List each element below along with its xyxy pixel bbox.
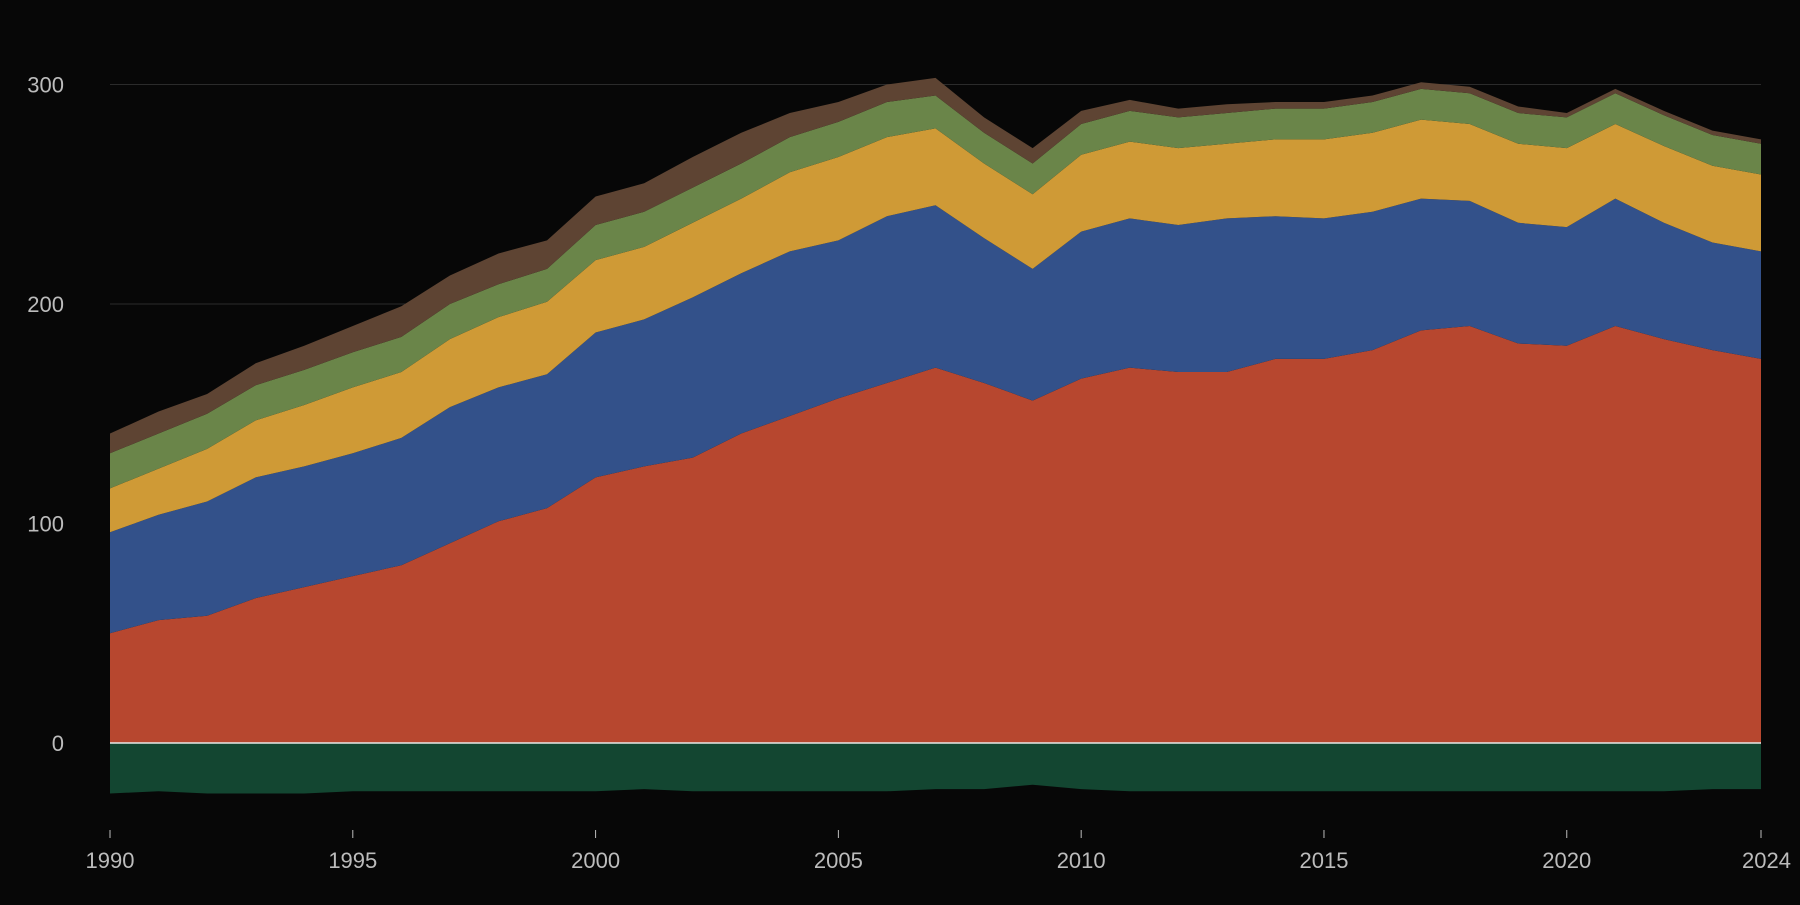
axis-layer: 0 100 200 300 1990 1995 2000 2005 2010 2015 2020 20… bbox=[27, 73, 1791, 874]
area-series-3 bbox=[110, 119, 1761, 533]
x-tick-label: 2010 bbox=[1057, 848, 1106, 873]
x-tick-label: 2020 bbox=[1542, 848, 1591, 873]
y-tick-label: 200 bbox=[27, 292, 64, 317]
area-series-2 bbox=[110, 198, 1761, 634]
x-tick-label: 2024 bbox=[1742, 848, 1791, 873]
area-series-6 bbox=[110, 743, 1761, 794]
x-tick-label: 2015 bbox=[1299, 848, 1348, 873]
area-layer bbox=[110, 77, 1761, 794]
area-series-4 bbox=[110, 88, 1761, 489]
y-tick-label: 0 bbox=[52, 731, 64, 756]
x-tick-label: 1990 bbox=[86, 848, 135, 873]
area-series-1 bbox=[110, 325, 1761, 743]
x-tick-label: 2005 bbox=[814, 848, 863, 873]
y-tick-label: 100 bbox=[27, 512, 64, 537]
x-tick-label: 2000 bbox=[571, 848, 620, 873]
x-tick-label: 1995 bbox=[328, 848, 377, 873]
y-tick-label: 300 bbox=[27, 73, 64, 98]
